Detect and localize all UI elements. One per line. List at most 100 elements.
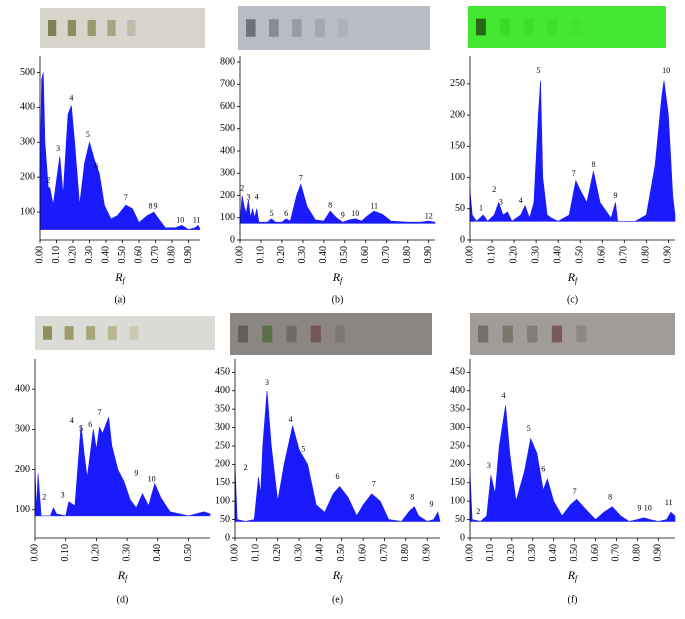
y-tick-label: 100: [15, 504, 30, 515]
tlc-band: [334, 325, 346, 343]
peak-label: 6: [336, 472, 340, 481]
x-tick-label: 0.60: [357, 544, 368, 562]
peak-label: 9: [153, 202, 157, 211]
peak-label: 7: [97, 408, 101, 417]
x-axis-label-sub: f: [123, 276, 127, 285]
x-tick-label: 0.20: [508, 246, 519, 264]
y-tick-label: 250: [450, 440, 465, 451]
peak-label: 7: [124, 193, 128, 202]
peak-label: 9: [613, 191, 617, 200]
x-axis-label-main: R: [114, 270, 123, 284]
y-tick-label: 300: [15, 424, 30, 435]
peak-label: 10: [662, 66, 670, 75]
tlc-band: [87, 20, 96, 36]
x-tick-label: 0.00: [229, 544, 240, 562]
x-tick-label: 0.60: [360, 246, 371, 264]
peak-label: 2: [244, 463, 248, 472]
y-tick-label: 100: [450, 172, 465, 183]
x-tick-label: 0.10: [251, 544, 262, 562]
y-tick-label: 400: [220, 145, 235, 156]
x-axis-label: Rf: [114, 270, 126, 285]
peak-label: 2: [476, 507, 480, 516]
x-axis-label-sub: f: [125, 574, 129, 583]
x-tick-label: 0.20: [272, 544, 283, 562]
y-tick-label: 0: [225, 532, 230, 543]
peak-label: 7: [372, 479, 376, 488]
x-axis-label-main: R: [332, 270, 341, 284]
x-axis-label-main: R: [117, 568, 126, 582]
tlc-band: [64, 326, 74, 340]
x-tick-label: 0.90: [183, 246, 194, 264]
x-axis-label-sub: f: [575, 574, 579, 583]
y-tick-label: 250: [450, 78, 465, 89]
peak-label: 3: [499, 197, 503, 206]
x-tick-label: 0.90: [653, 544, 664, 562]
tlc-band: [527, 325, 538, 343]
peak-label: 9: [341, 210, 345, 219]
x-tick-label: 0.40: [318, 246, 329, 264]
x-tick-label: 0.00: [464, 544, 475, 562]
x-tick-label: 0.30: [530, 246, 541, 264]
x-axis-label-sub: f: [340, 276, 344, 285]
x-tick-label: 0.80: [166, 246, 177, 264]
tlc-plate: [468, 6, 666, 48]
panel-label: (d): [117, 594, 129, 605]
y-tick-label: 150: [215, 477, 230, 488]
peak-label: 3: [56, 144, 60, 153]
peak-label: 6: [284, 209, 288, 218]
tlc-band: [499, 18, 510, 36]
peak-label: 2: [492, 185, 496, 194]
peak-label: 4: [69, 93, 73, 102]
y-tick-label: 50: [455, 514, 465, 525]
peak-label: 6: [541, 465, 545, 474]
x-tick-label: 0.10: [255, 246, 266, 264]
x-tick-label: 0.70: [150, 246, 161, 264]
y-tick-label: 150: [450, 477, 465, 488]
peak-label: 10: [148, 474, 156, 483]
tlc-band: [286, 325, 297, 343]
tlc-band: [107, 326, 117, 340]
y-tick-label: 400: [15, 383, 30, 394]
y-tick-label: 450: [450, 367, 465, 378]
tlc-plate: [238, 6, 430, 50]
peak-label: 3: [487, 461, 491, 470]
x-tick-label: 0.70: [379, 544, 390, 562]
panel-label: (f): [568, 594, 578, 605]
peak-label: 4: [70, 416, 74, 425]
peak-label: 4: [289, 415, 293, 424]
densitogram-area: [234, 390, 441, 522]
x-tick-label: 0.20: [67, 246, 78, 264]
x-tick-label: 0.80: [400, 544, 411, 562]
x-tick-label: 0.30: [84, 246, 95, 264]
peak-label: 2: [240, 184, 244, 193]
x-tick-label: 0.10: [51, 246, 62, 264]
peak-label: 8: [328, 200, 332, 209]
x-tick-label: 0.50: [117, 246, 128, 264]
tlc-band: [269, 19, 279, 37]
tlc-plate: [230, 313, 432, 355]
tlc-band: [129, 326, 139, 340]
peak-label: 7: [299, 174, 303, 183]
peak-label: 11: [665, 498, 673, 507]
tlc-band: [338, 19, 348, 37]
x-tick-label: 0.50: [575, 246, 586, 264]
peak-label: 5: [527, 424, 531, 433]
tlc-band: [86, 326, 96, 340]
peak-label: 8: [410, 492, 414, 501]
tlc-band: [48, 20, 57, 36]
x-tick-label: 0.30: [293, 544, 304, 562]
peak-label: 6: [94, 162, 98, 171]
tlc-band: [478, 325, 489, 343]
tlc-band: [262, 325, 273, 343]
y-tick-label: 250: [215, 440, 230, 451]
peak-label: 3: [265, 378, 269, 387]
peak-label: 6: [88, 420, 92, 429]
tlc-band: [310, 325, 321, 343]
x-tick-label: 0.20: [276, 246, 287, 264]
y-tick-label: 500: [220, 123, 235, 134]
x-tick-label: 0.50: [569, 544, 580, 562]
x-tick-label: 0.60: [133, 246, 144, 264]
peak-label: 7: [573, 487, 577, 496]
y-tick-label: 200: [20, 171, 35, 182]
